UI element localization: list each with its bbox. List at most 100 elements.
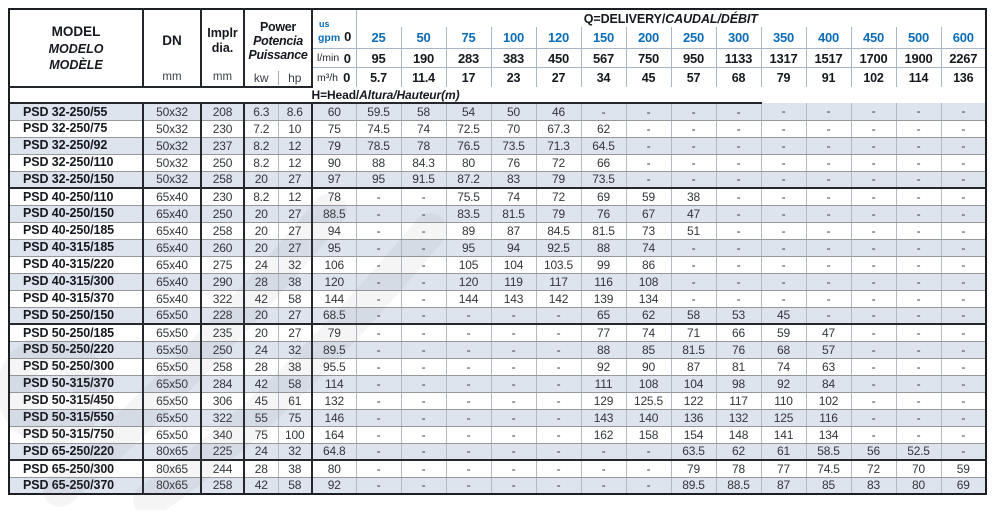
lmin-header-cell: 1900: [895, 48, 941, 69]
impeller-cell: 258: [201, 222, 245, 240]
m3h-header-cell: 57: [670, 67, 716, 87]
head-value-cell: -: [356, 426, 402, 444]
head-value-cell: -: [536, 409, 582, 427]
head-value-cell: -: [941, 171, 987, 189]
model-cell: PSD 32-250/55: [9, 103, 144, 121]
dn-cell: 65x40: [143, 256, 202, 274]
head-value-cell: -: [716, 205, 762, 223]
impeller-label-2: dia.: [211, 40, 234, 55]
head-value-cell: 144: [446, 290, 492, 308]
head-value-cell: -: [446, 477, 492, 494]
head-value-cell: 62: [626, 307, 672, 325]
head-value-cell: -: [446, 341, 492, 359]
gpm-header-cell: 150: [580, 27, 626, 50]
head-value-cell: 140: [626, 409, 672, 427]
head-value-cell: 142: [536, 290, 582, 308]
head-value-cell: 71: [671, 324, 717, 342]
head-value-cell: -: [626, 171, 672, 189]
head-value-cell: -: [806, 154, 852, 172]
head-value-cell: -: [536, 392, 582, 410]
dn-cell: 65x50: [143, 307, 202, 325]
dn-cell: 80x65: [143, 460, 202, 478]
head-value-cell: -: [401, 239, 447, 257]
head-value-cell: 87: [671, 358, 717, 376]
head-value-cell: -: [491, 324, 537, 342]
head-value-cell: 74.5: [356, 120, 402, 138]
impeller-label-1: Implr: [207, 26, 238, 41]
head-value-cell: -: [761, 188, 807, 206]
head-value-cell: -: [716, 273, 762, 291]
hp-cell: 12: [278, 137, 313, 155]
head-value-cell: -: [806, 256, 852, 274]
head-value-cell: 83.5: [446, 205, 492, 223]
kw-cell: 8.2: [244, 188, 279, 206]
head-value-cell: -: [356, 290, 402, 308]
head-value-cell: -: [446, 358, 492, 376]
head-value-cell: -: [356, 477, 402, 494]
lmin-header-cell: 190: [400, 48, 446, 69]
head-value-cell: 54: [446, 103, 492, 121]
head-value-cell: -: [446, 392, 492, 410]
head-value-cell: 47: [806, 324, 852, 342]
head-value-cell: -: [626, 120, 672, 138]
head-value-cell: 81.5: [671, 341, 717, 359]
model-cell: PSD 50-250/185: [9, 324, 144, 342]
head-value-cell: -: [761, 256, 807, 274]
head-value-cell: -: [356, 205, 402, 223]
impeller-cell: 306: [201, 392, 245, 410]
head-value-cell: -: [941, 273, 987, 291]
dn-cell: 80x65: [143, 477, 202, 494]
head-value-cell: -: [716, 171, 762, 189]
head-value-cell: 68: [761, 341, 807, 359]
head-value-cell: 104: [671, 375, 717, 393]
flow-zero-m3h-cell: m³/h 0: [312, 67, 357, 87]
head-value-cell: 79: [312, 324, 357, 342]
head-value-cell: -: [941, 154, 987, 172]
head-value-cell: 65: [581, 307, 627, 325]
head-value-cell: -: [941, 239, 987, 257]
head-value-cell: 72: [536, 154, 582, 172]
head-value-cell: -: [401, 290, 447, 308]
head-value-cell: 78: [312, 188, 357, 206]
head-value-cell: 164: [312, 426, 357, 444]
table-row: PSD 32-250/92 50x32 237 8.2 12 79 78.5 78 76.5 73…: [9, 137, 987, 155]
head-value-cell: -: [806, 222, 852, 240]
head-value-cell: -: [851, 154, 897, 172]
head-value-cell: -: [896, 137, 942, 155]
kw-cell: 28: [244, 460, 279, 478]
head-value-cell: 119: [491, 273, 537, 291]
head-value-cell: -: [761, 205, 807, 223]
gpm-header-cell: 350: [760, 27, 806, 50]
head-value-cell: 158: [626, 426, 672, 444]
head-value-cell: 103.5: [536, 256, 582, 274]
lmin-header-cell: 450: [535, 48, 581, 69]
head-value-cell: -: [806, 137, 852, 155]
dn-cell: 65x50: [143, 324, 202, 342]
head-value-cell: 84.3: [401, 154, 447, 172]
head-value-cell: -: [536, 426, 582, 444]
head-value-cell: -: [401, 409, 447, 427]
head-value-cell: -: [941, 137, 987, 155]
head-value-cell: 134: [626, 290, 672, 308]
head-value-cell: 60: [312, 103, 357, 121]
head-value-cell: 83: [491, 171, 537, 189]
power-label: Power: [259, 20, 296, 34]
head-value-cell: 125: [761, 409, 807, 427]
head-value-cell: -: [896, 290, 942, 308]
head-value-cell: 84: [806, 375, 852, 393]
gpm-values-row: 25 50 75 100 120 150 200 250 300 350 400 450 500 600: [9, 27, 987, 50]
head-value-cell: 94: [312, 222, 357, 240]
head-value-cell: 104: [491, 256, 537, 274]
head-value-cell: -: [401, 341, 447, 359]
head-value-cell: 59: [941, 460, 987, 478]
head-value-cell: 78: [401, 137, 447, 155]
head-value-cell: -: [941, 443, 987, 461]
kw-cell: 20: [244, 222, 279, 240]
head-value-cell: -: [581, 103, 627, 121]
head-value-cell: -: [941, 324, 987, 342]
head-value-cell: -: [536, 443, 582, 461]
lmin-header-cell: 950: [670, 48, 716, 69]
head-value-cell: -: [356, 307, 402, 325]
table-row: PSD 65-250/370 80x65 258 42 58 92- - - - - - -89.5 8…: [9, 477, 987, 494]
pump-performance-table: MODEL MODELO MODÈLE DN mm Implr: [8, 8, 988, 495]
